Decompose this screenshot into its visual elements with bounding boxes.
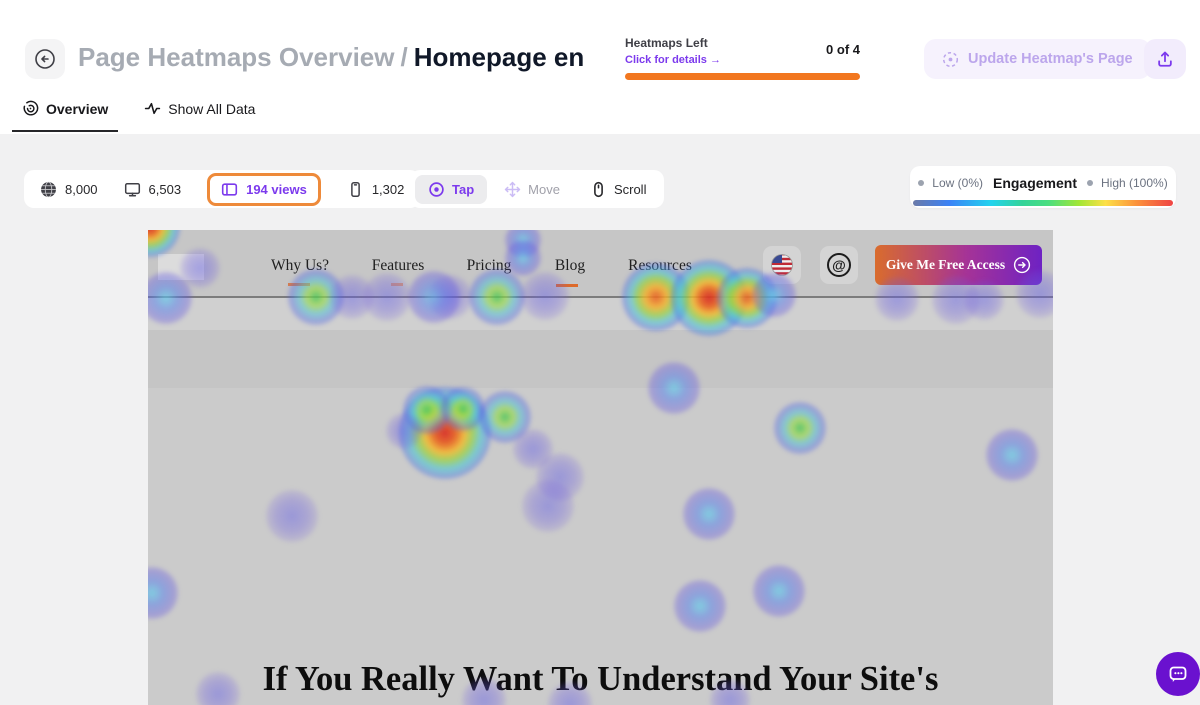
back-button[interactable] bbox=[25, 39, 65, 79]
heatmap-screenshot: Why Us? Features Pricing Blog Resources bbox=[148, 230, 1053, 705]
legend-high-label: High (100%) bbox=[1101, 176, 1168, 190]
site-nav-features: Features bbox=[371, 257, 425, 274]
stat-desktop-views-value: 6,503 bbox=[148, 181, 182, 197]
site-nav-resources: Resources bbox=[628, 257, 692, 274]
stat-mobile-views: 1,302 bbox=[347, 181, 405, 198]
tap-target-icon bbox=[428, 181, 445, 198]
breadcrumb-parent: Page Heatmaps Overview bbox=[78, 42, 395, 72]
tab-show-all-data-label: Show All Data bbox=[168, 100, 256, 117]
move-arrows-icon bbox=[504, 181, 521, 198]
chat-bubble-icon bbox=[1166, 662, 1190, 686]
mode-move-label: Move bbox=[528, 181, 560, 197]
upload-icon bbox=[1156, 50, 1174, 68]
tab-overview-label: Overview bbox=[46, 100, 109, 117]
stat-total-views-value: 8,000 bbox=[65, 181, 98, 197]
mode-move[interactable]: Move bbox=[491, 175, 573, 204]
stat-tablet-views-selected[interactable]: 194 views bbox=[207, 172, 321, 206]
site-logo bbox=[158, 254, 204, 280]
activity-pulse-icon bbox=[144, 100, 161, 117]
site-nav-blog: Blog bbox=[554, 257, 586, 274]
tab-bar: Overview Show All Data bbox=[12, 100, 265, 132]
stat-desktop-views: 6,503 bbox=[124, 181, 182, 198]
high-dot-icon bbox=[1087, 180, 1093, 186]
nav-underline-blog bbox=[556, 284, 578, 287]
tab-show-all-data[interactable]: Show All Data bbox=[134, 100, 265, 132]
mode-tap-label: Tap bbox=[452, 181, 475, 197]
legend-title: Engagement bbox=[992, 175, 1077, 191]
quota-progress-bar bbox=[625, 73, 860, 80]
heatmaps-quota: Heatmaps Left Click for details → 0 of 4 bbox=[625, 36, 860, 80]
site-cta-button: Give Me Free Access bbox=[875, 245, 1042, 285]
site-nav-divider bbox=[148, 296, 1053, 298]
account-at-icon: @ bbox=[827, 253, 851, 277]
breadcrumb-separator: / bbox=[400, 42, 408, 72]
tab-overview[interactable]: Overview bbox=[12, 100, 119, 132]
globe-icon bbox=[40, 181, 57, 198]
chat-widget-button[interactable] bbox=[1156, 652, 1200, 696]
stat-total-views: 8,000 bbox=[40, 181, 98, 198]
arrow-left-circle-icon bbox=[33, 47, 57, 71]
breadcrumb: Page Heatmaps Overview / Homepage en bbox=[78, 42, 584, 73]
stat-mobile-views-value: 1,302 bbox=[371, 181, 405, 197]
tablet-icon bbox=[221, 181, 238, 198]
views-stats-group: 8,000 6,503 194 views bbox=[24, 170, 421, 208]
site-hero-band bbox=[148, 298, 1053, 330]
site-mid-band bbox=[148, 330, 1053, 388]
mode-scroll[interactable]: Scroll bbox=[577, 175, 660, 204]
site-account-button: @ bbox=[820, 246, 858, 284]
flag-icon bbox=[770, 253, 794, 277]
site-nav-why-us: Why Us? bbox=[270, 257, 330, 274]
engagement-legend: Low (0%) Engagement High (100%) bbox=[910, 166, 1176, 208]
quota-details-link[interactable]: Click for details → bbox=[625, 54, 721, 66]
dashed-target-icon bbox=[942, 51, 959, 68]
low-dot-icon bbox=[918, 180, 925, 186]
interaction-mode-group: Tap Move Scroll bbox=[410, 170, 665, 208]
mobile-icon bbox=[347, 181, 364, 198]
legend-low-label: Low (0%) bbox=[932, 176, 983, 190]
share-button[interactable] bbox=[1144, 39, 1186, 79]
engagement-gradient-bar bbox=[913, 200, 1173, 206]
page-title: Homepage en bbox=[413, 42, 585, 72]
site-cta-label: Give Me Free Access bbox=[885, 257, 1006, 272]
update-heatmap-button[interactable]: Update Heatmap's Page bbox=[924, 39, 1151, 79]
content-area: 8,000 6,503 194 views bbox=[0, 134, 1200, 705]
mode-tap[interactable]: Tap bbox=[415, 174, 488, 204]
site-body-band bbox=[148, 388, 1053, 705]
site-language-button bbox=[763, 246, 801, 284]
nav-underline-why-us bbox=[288, 283, 310, 286]
arrow-right-circle-icon bbox=[1013, 256, 1031, 274]
scroll-mouse-icon bbox=[590, 181, 607, 198]
stat-tablet-views-value: 194 views bbox=[246, 181, 307, 197]
quota-count: 0 of 4 bbox=[826, 42, 860, 57]
nav-underline-features bbox=[391, 283, 403, 286]
mode-scroll-label: Scroll bbox=[613, 181, 647, 197]
desktop-icon bbox=[124, 181, 141, 198]
site-heading: If You Really Want To Understand Your Si… bbox=[262, 660, 939, 698]
site-nav-pricing: Pricing bbox=[466, 257, 512, 274]
quota-label: Heatmaps Left bbox=[625, 36, 708, 50]
overview-swirl-icon bbox=[22, 100, 39, 117]
update-heatmap-label: Update Heatmap's Page bbox=[968, 51, 1133, 67]
